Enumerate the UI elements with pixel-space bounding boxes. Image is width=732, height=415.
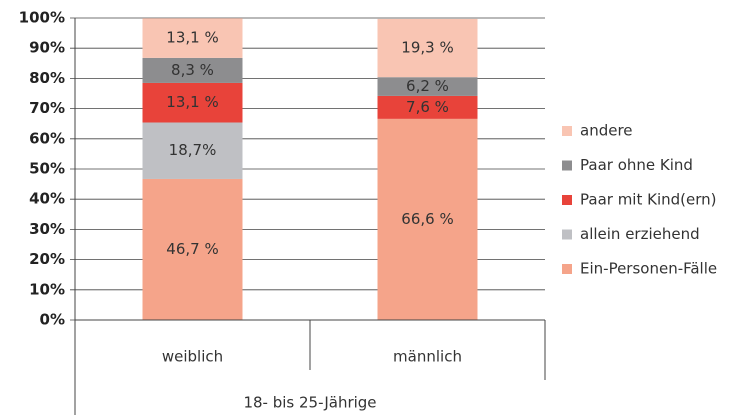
legend-label: Ein-Personen-Fälle <box>580 260 717 278</box>
bar-segment <box>142 18 243 58</box>
bar-segment <box>377 95 478 119</box>
x-tick-label: weiblich <box>162 348 223 366</box>
data-label: 13,1 % <box>166 29 218 47</box>
group-label: 18- bis 25-Jährige <box>243 394 376 412</box>
legend-swatch <box>562 229 572 240</box>
legend-label: Paar mit Kind(ern) <box>580 191 717 209</box>
legend-swatch <box>562 264 572 274</box>
y-tick-label: 60% <box>29 129 65 147</box>
bar-segment <box>142 57 243 83</box>
y-tick-label: 80% <box>29 69 65 87</box>
legend-swatch <box>562 126 572 136</box>
y-tick-label: 30% <box>29 220 65 238</box>
y-tick-label: 0% <box>40 311 65 329</box>
y-tick-label: 100% <box>19 9 65 27</box>
data-label: 46,7 % <box>166 240 218 258</box>
legend-swatch <box>562 195 572 205</box>
bar-segment <box>142 122 243 179</box>
legend-label: Paar ohne Kind <box>580 156 693 174</box>
data-label: 7,6 % <box>406 98 449 116</box>
y-tick-label: 10% <box>29 280 65 298</box>
bar-segment <box>142 178 243 320</box>
data-label: 19,3 % <box>401 39 453 57</box>
bar-segment <box>377 118 478 320</box>
y-tick-label: 40% <box>29 190 65 208</box>
legend-swatch <box>562 160 572 171</box>
data-label: 18,7% <box>169 141 217 159</box>
legend-label: allein erziehend <box>580 225 700 243</box>
y-tick-label: 90% <box>29 39 65 57</box>
y-tick-label: 50% <box>29 160 65 178</box>
data-label: 8,3 % <box>171 61 214 79</box>
data-label: 13,1 % <box>166 93 218 111</box>
y-tick-label: 70% <box>29 99 65 117</box>
bar-segment <box>377 77 478 96</box>
bar-segment <box>377 18 478 78</box>
bar-segment <box>142 82 243 123</box>
data-label: 66,6 % <box>401 210 453 228</box>
x-tick-label: männlich <box>393 348 462 366</box>
y-tick-label: 20% <box>29 250 65 268</box>
legend-label: andere <box>580 122 633 140</box>
data-label: 6,2 % <box>406 77 449 95</box>
